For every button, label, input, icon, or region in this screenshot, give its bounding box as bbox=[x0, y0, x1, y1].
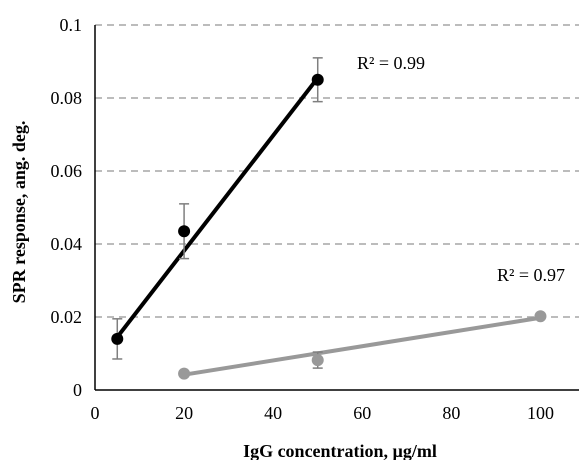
x-tick-label-0: 0 bbox=[91, 403, 100, 423]
y-axis-title: SPR response, ang. deg. bbox=[9, 121, 29, 304]
y-tick-label-4: 0.08 bbox=[51, 88, 83, 108]
x-tick-label-4: 80 bbox=[442, 403, 460, 423]
r2-label-0: R² = 0.99 bbox=[357, 53, 425, 73]
y-tick-label-1: 0.02 bbox=[51, 307, 83, 327]
data-point-0-0 bbox=[111, 332, 124, 345]
x-tick-label-2: 40 bbox=[264, 403, 282, 423]
y-tick-label-3: 0.06 bbox=[51, 161, 83, 181]
y-tick-label-5: 0.1 bbox=[60, 15, 83, 35]
y-tick-label-2: 0.04 bbox=[51, 234, 83, 254]
x-tick-label-5: 100 bbox=[527, 403, 554, 423]
tick-labels: 0 0.02 0.04 0.06 0.08 0.1 0 20 40 60 80 100 bbox=[51, 15, 554, 423]
x-tick-label-3: 60 bbox=[353, 403, 371, 423]
x-axis-title: IgG concentration, µg/ml bbox=[243, 441, 437, 460]
data-point-1-0 bbox=[178, 367, 191, 380]
trendline-1 bbox=[183, 315, 541, 377]
plot-area: R² = 0.99 R² = 0.97 bbox=[111, 53, 565, 380]
gridlines bbox=[95, 24, 579, 318]
data-point-0-1 bbox=[178, 225, 191, 238]
trendline-0 bbox=[115, 76, 320, 339]
data-point-0-2 bbox=[311, 73, 324, 86]
data-point-1-2 bbox=[534, 310, 547, 323]
axes bbox=[94, 25, 579, 391]
series-1 bbox=[178, 310, 547, 380]
y-tick-label-0: 0 bbox=[73, 380, 82, 400]
series-0 bbox=[111, 57, 324, 360]
r2-label-1: R² = 0.97 bbox=[497, 265, 565, 285]
data-point-1-1 bbox=[311, 354, 324, 367]
x-tick-label-1: 20 bbox=[175, 403, 193, 423]
